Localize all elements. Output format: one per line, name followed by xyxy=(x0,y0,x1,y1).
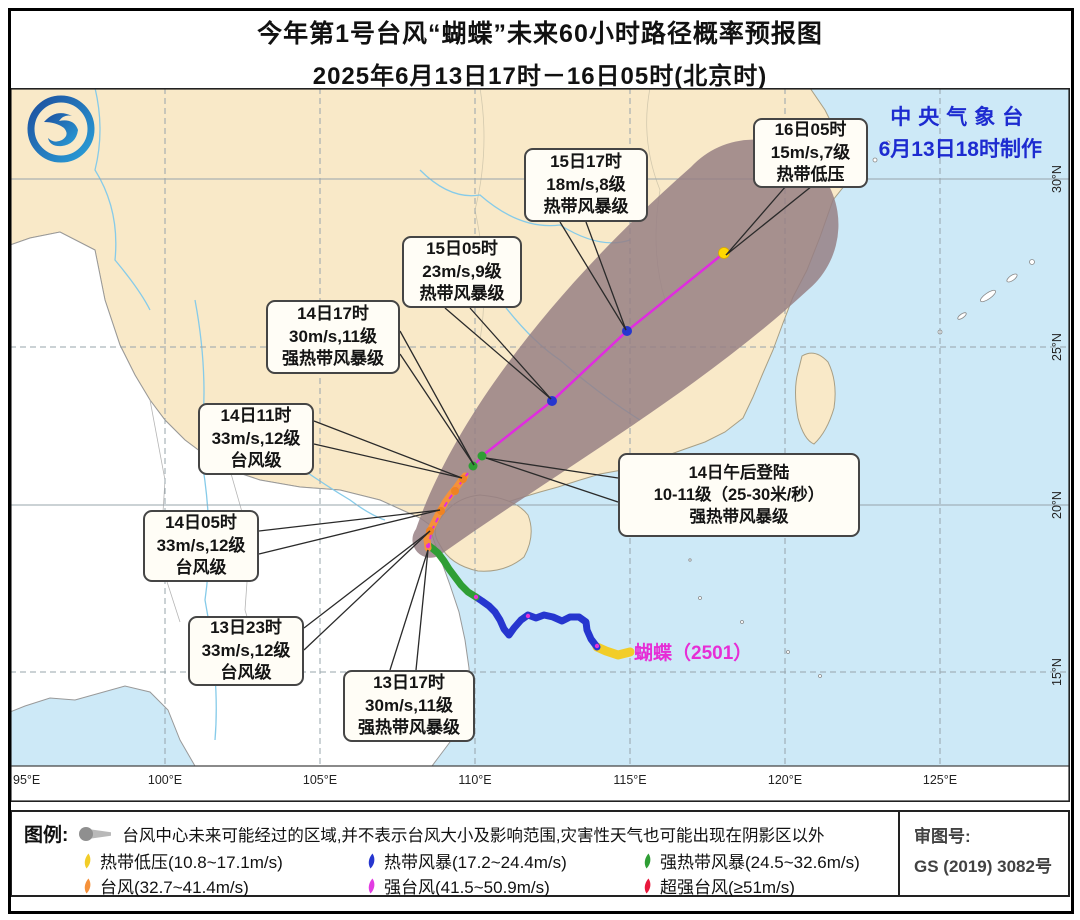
agency-name: 中央气象台 xyxy=(890,106,1031,129)
lat-labels: 30°N 25°N 20°N 15°N xyxy=(1050,165,1064,686)
callout-15d05h: 15日05时 23m/s,9级 热带风暴级 xyxy=(402,236,522,308)
taiwan-island xyxy=(795,352,836,445)
lon-label: 105°E xyxy=(303,773,337,787)
lon-label: 120°E xyxy=(768,773,802,787)
map-approval-box: 审图号: GS (2019) 3082号 xyxy=(898,812,1068,895)
lon-label: 100°E xyxy=(148,773,182,787)
callout-level: 强热带风暴级 xyxy=(358,718,460,738)
callout-level: 热带风暴级 xyxy=(419,284,505,304)
forecast-line xyxy=(481,252,725,457)
legend-item-sty: 强台风(41.5~50.9m/s) xyxy=(364,873,550,898)
callout-wind: 18m/s,8级 xyxy=(546,174,626,194)
callout-time: 15日17时 xyxy=(550,151,622,171)
cma-logo xyxy=(26,94,96,169)
lat-label: 20°N xyxy=(1050,491,1064,519)
lon-labels: 95°E 100°E 105°E 110°E 115°E 120°E 125°E xyxy=(13,773,957,787)
lon-label: 115°E xyxy=(613,773,646,787)
callout-level: 强热带风暴级 xyxy=(282,349,384,369)
callout-wind: 33m/s,12级 xyxy=(211,428,301,448)
legend-item-ty: 台风(32.7~41.4m/s) xyxy=(80,873,249,898)
callout-level: 强热带风暴级 xyxy=(689,508,789,527)
legend-title: 图例: xyxy=(24,825,69,846)
callout-wind: 10-11级（25-30米/秒） xyxy=(653,485,825,504)
graticule xyxy=(10,88,1070,766)
lat-label: 25°N xyxy=(1050,333,1064,361)
callout-wind: 15m/s,7级 xyxy=(770,142,851,162)
callout-leaders xyxy=(258,185,813,671)
lon-label-strip xyxy=(10,766,1070,802)
callout-wind: 30m/s,11级 xyxy=(289,326,377,346)
approval-label: 审图号: xyxy=(914,827,971,846)
lon-label: 110°E xyxy=(458,773,491,787)
lon-label: 95°E xyxy=(13,773,40,787)
track-tropical-depression xyxy=(592,642,635,660)
title-line2: 2025年6月13日17时－16日05时(北京时) xyxy=(312,63,768,90)
legend-item-label: 超强台风(≥51m/s) xyxy=(660,878,795,897)
callout-time: 15日05时 xyxy=(426,238,498,258)
legend-area: 图例: 台风中心未来可能经过的区域,并不表示台风大小及影响范围,灾害性天气也可能… xyxy=(12,812,898,898)
agency-credit: 中央气象台 6月13日18时制作 xyxy=(879,102,1042,165)
legend-item-td: 热带低压(10.8~17.1m/s) xyxy=(80,848,283,873)
storm-name-label: 蝴蝶（2501） xyxy=(634,643,753,664)
ty-marker-icon xyxy=(84,878,91,893)
legend-item-super-ty: 超强台风(≥51m/s) xyxy=(640,873,795,898)
figure-title: 今年第1号台风“蝴蝶”未来60小时路径概率预报图 2025年6月13日17时－1… xyxy=(0,14,1080,91)
agency-issue-time: 6月13日18时制作 xyxy=(878,137,1042,161)
callout-level: 台风级 xyxy=(230,451,282,471)
callout-time: 16日05时 xyxy=(774,119,847,139)
callout-13d17h: 13日17时 30m/s,11级 强热带风暴级 xyxy=(343,670,475,742)
lon-label: 125°E xyxy=(923,773,957,787)
approval-number: GS (2019) 3082号 xyxy=(914,856,1052,876)
callout-wind: 33m/s,12级 xyxy=(156,535,246,555)
legend-item-label: 强热带风暴(24.5~32.6m/s) xyxy=(660,853,860,872)
legend-item-sts: 强热带风暴(24.5~32.6m/s) xyxy=(640,848,860,873)
callout-16d05h: 16日05时 15m/s,7级 热带低压 xyxy=(753,118,868,188)
legend-item-label: 热带低压(10.8~17.1m/s) xyxy=(100,853,283,872)
sts-marker-icon xyxy=(644,853,651,868)
legend-item-label: 热带风暴(17.2~24.4m/s) xyxy=(384,853,567,872)
callout-14d11h: 14日11时 33m/s,12级 台风级 xyxy=(198,403,314,475)
legend-item-ts: 热带风暴(17.2~24.4m/s) xyxy=(364,848,567,873)
track-severe-tropical-storm xyxy=(424,541,480,601)
legend-panel: 图例: 台风中心未来可能经过的区域,并不表示台风大小及影响范围,灾害性天气也可能… xyxy=(10,810,1070,897)
callout-time: 14日17时 xyxy=(297,303,369,323)
super-ty-marker-icon xyxy=(644,878,651,893)
legend-cone-note: 台风中心未来可能经过的区域,并不表示台风大小及影响范围,灾害性天气也可能出现在阴… xyxy=(122,826,825,845)
cone-legend-icon xyxy=(79,826,112,841)
callout-time: 13日17时 xyxy=(373,672,445,692)
callout-wind: 33m/s,12级 xyxy=(201,640,291,660)
callout-wind: 23m/s,9级 xyxy=(422,261,502,281)
callout-13d23h: 13日23时 33m/s,12级 台风级 xyxy=(188,616,304,686)
callout-14d17h: 14日17时 30m/s,11级 强热带风暴级 xyxy=(266,300,400,374)
td-marker-icon xyxy=(84,853,91,868)
callout-time: 14日11时 xyxy=(220,405,292,425)
callout-14d05h: 14日05时 33m/s,12级 台风级 xyxy=(143,510,259,582)
small-islands xyxy=(688,140,1035,678)
callout-landfall: 14日午后登陆 10-11级（25-30米/秒） 强热带风暴级 xyxy=(618,453,860,537)
lat-label: 30°N xyxy=(1050,165,1064,193)
callout-15d17h: 15日17时 18m/s,8级 热带风暴级 xyxy=(524,148,648,222)
lat-label: 15°N xyxy=(1050,658,1064,686)
callout-level: 热带风暴级 xyxy=(543,197,629,217)
legend-item-label: 强台风(41.5~50.9m/s) xyxy=(384,878,550,897)
callout-level: 台风级 xyxy=(220,663,272,683)
sty-marker-icon xyxy=(368,878,375,893)
legend-item-label: 台风(32.7~41.4m/s) xyxy=(100,878,249,897)
forecast-probability-cone xyxy=(412,139,839,558)
callout-level: 台风级 xyxy=(175,558,227,578)
callout-time: 14日05时 xyxy=(165,512,237,532)
callout-wind: 30m/s,11级 xyxy=(365,695,453,715)
track-tropical-storm xyxy=(472,593,601,651)
ts-marker-icon xyxy=(368,853,375,868)
callout-time: 13日23时 xyxy=(210,617,282,637)
title-line1: 今年第1号台风“蝴蝶”未来60小时路径概率预报图 xyxy=(257,20,823,48)
callout-level: 热带低压 xyxy=(776,165,845,185)
callout-time: 14日午后登陆 xyxy=(688,463,790,482)
